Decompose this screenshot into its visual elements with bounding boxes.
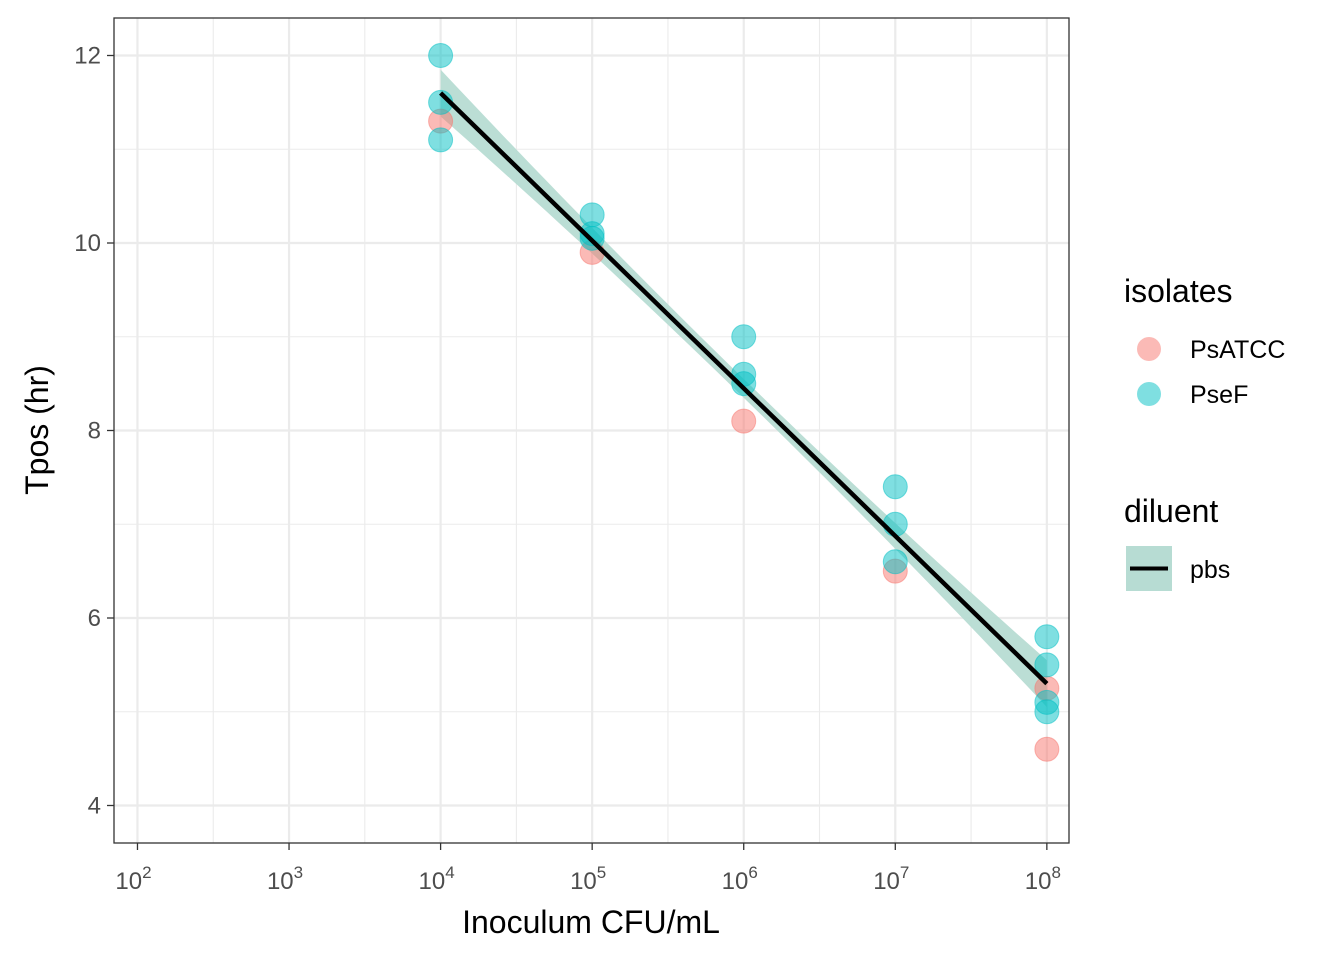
y-tick-label: 4 bbox=[88, 793, 101, 820]
y-tick-label: 10 bbox=[74, 230, 101, 257]
data-point-psef bbox=[1034, 699, 1060, 725]
scatter-points-layer bbox=[428, 43, 1060, 762]
data-point-psef bbox=[882, 511, 908, 537]
x-axis-ticks: 102 103 104 105 106 107 108 bbox=[115, 843, 1061, 895]
legend-title-diluent: diluent bbox=[1124, 493, 1218, 529]
data-point-psef bbox=[882, 474, 908, 500]
legend-title-isolates: isolates bbox=[1124, 273, 1233, 309]
data-point-psef bbox=[428, 43, 454, 68]
x-tick-label: 103 bbox=[267, 863, 303, 895]
legend: isolates PsATCC PseF diluent pbs bbox=[1124, 273, 1285, 591]
x-tick-label: 104 bbox=[419, 863, 455, 895]
legend-key-psef bbox=[1137, 382, 1161, 406]
data-point-psef bbox=[428, 127, 454, 153]
fit-line-pbs bbox=[439, 91, 1049, 686]
y-tick-label: 8 bbox=[88, 418, 101, 445]
legend-label-psef: PseF bbox=[1190, 381, 1248, 409]
data-point-psef bbox=[1034, 624, 1060, 650]
data-point-psef bbox=[1034, 652, 1060, 678]
data-point-psatcc bbox=[1034, 736, 1060, 762]
legend-label-psatcc: PsATCC bbox=[1190, 336, 1285, 364]
data-point-psatcc bbox=[731, 408, 757, 434]
x-tick-label: 108 bbox=[1025, 863, 1061, 895]
legend-label-pbs: pbs bbox=[1190, 556, 1230, 584]
y-axis-title: Tpos (hr) bbox=[19, 365, 55, 495]
x-tick-label: 105 bbox=[570, 863, 606, 895]
data-point-psef bbox=[731, 371, 757, 397]
y-tick-label: 6 bbox=[88, 605, 101, 632]
x-tick-label: 106 bbox=[722, 863, 758, 895]
fit-line-layer bbox=[439, 91, 1049, 686]
x-tick-label: 107 bbox=[873, 863, 909, 895]
y-axis-ticks: 4 6 8 10 12 bbox=[74, 43, 114, 820]
y-tick-label: 12 bbox=[74, 43, 101, 70]
x-axis-title: Inoculum CFU/mL bbox=[462, 904, 720, 940]
data-point-psef bbox=[882, 549, 908, 575]
data-point-psef bbox=[731, 324, 757, 350]
x-tick-label: 102 bbox=[115, 863, 151, 895]
legend-key-psatcc bbox=[1137, 337, 1161, 361]
